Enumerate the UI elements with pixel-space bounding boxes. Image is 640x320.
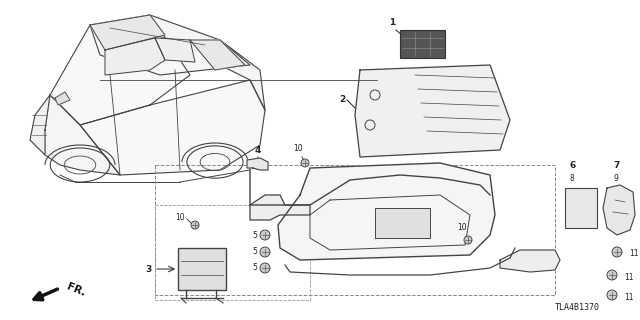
Text: 10: 10 (175, 213, 185, 222)
Text: 11: 11 (624, 292, 634, 301)
Polygon shape (190, 40, 245, 70)
Circle shape (464, 236, 472, 244)
Polygon shape (55, 92, 70, 105)
Text: 1: 1 (388, 18, 395, 27)
Bar (155, 205, 310, 300)
Circle shape (260, 230, 270, 240)
Circle shape (607, 270, 617, 280)
Circle shape (260, 247, 270, 257)
Bar (400, 30, 445, 58)
Circle shape (191, 221, 199, 229)
Text: FR.: FR. (65, 282, 86, 298)
Polygon shape (250, 195, 310, 220)
Circle shape (301, 159, 309, 167)
Text: 11: 11 (629, 250, 639, 259)
Polygon shape (30, 95, 50, 155)
Bar (375, 208, 430, 238)
Bar (565, 188, 597, 228)
Text: 5: 5 (252, 263, 257, 273)
Polygon shape (155, 38, 195, 62)
Polygon shape (80, 80, 265, 175)
Text: 10: 10 (457, 223, 467, 232)
Text: 9: 9 (613, 174, 618, 183)
Text: 8: 8 (570, 174, 575, 183)
Text: 5: 5 (252, 230, 257, 239)
Text: 6: 6 (570, 161, 576, 170)
Text: 5: 5 (252, 247, 257, 257)
Polygon shape (220, 40, 265, 110)
Polygon shape (355, 65, 510, 157)
Polygon shape (50, 15, 190, 125)
Text: 4: 4 (255, 146, 261, 155)
Text: 7: 7 (613, 161, 620, 170)
Polygon shape (500, 250, 560, 272)
Bar (155, 165, 555, 295)
Polygon shape (603, 185, 635, 235)
Text: TLA4B1370: TLA4B1370 (555, 303, 600, 312)
Text: 10: 10 (293, 144, 303, 153)
Text: 2: 2 (339, 95, 345, 105)
Bar (178, 248, 226, 290)
Polygon shape (278, 163, 495, 260)
Text: 3: 3 (146, 265, 152, 274)
Polygon shape (90, 15, 250, 75)
Polygon shape (90, 15, 165, 50)
Polygon shape (45, 95, 120, 175)
Circle shape (260, 263, 270, 273)
Text: 11: 11 (624, 273, 634, 282)
Circle shape (612, 247, 622, 257)
Polygon shape (105, 38, 165, 75)
Polygon shape (247, 158, 268, 170)
Circle shape (607, 290, 617, 300)
